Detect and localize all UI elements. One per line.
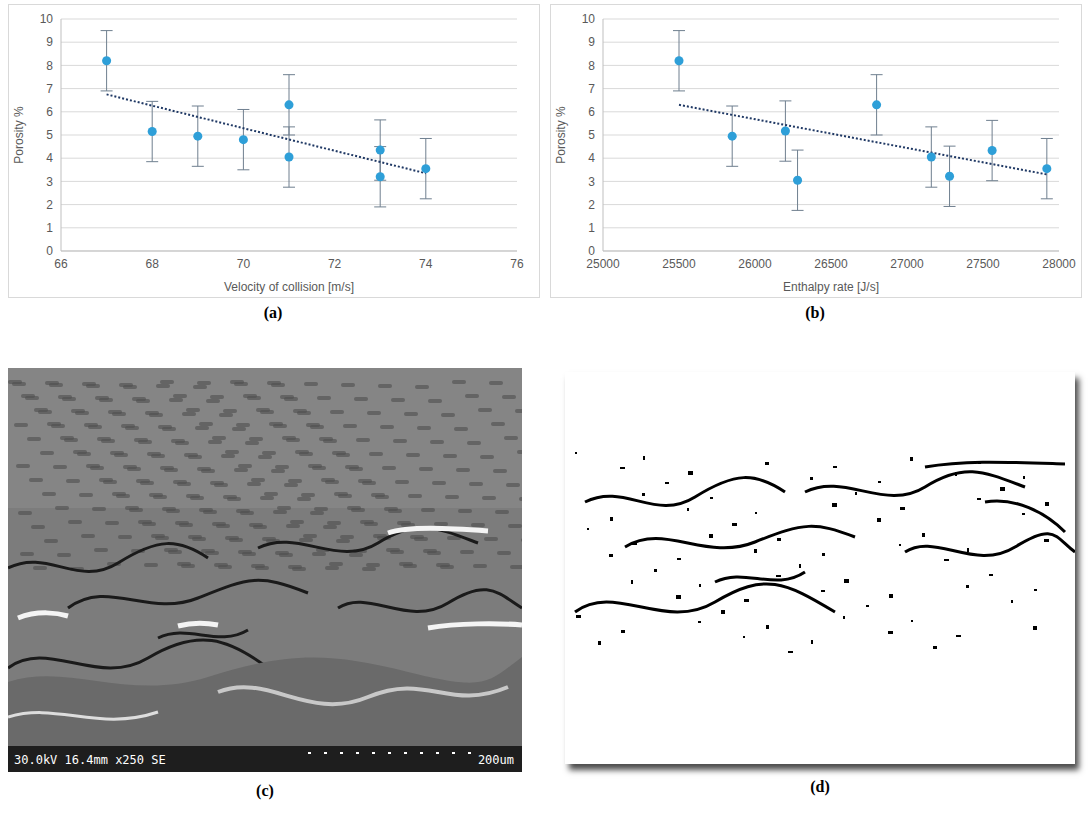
- svg-text:25000: 25000: [586, 257, 620, 271]
- svg-text:10: 10: [582, 12, 596, 26]
- svg-text:25500: 25500: [662, 257, 696, 271]
- svg-text:7: 7: [46, 82, 53, 96]
- svg-text:1: 1: [588, 221, 595, 235]
- svg-text:27000: 27000: [890, 257, 924, 271]
- svg-text:70: 70: [237, 257, 251, 271]
- svg-text:28000: 28000: [1042, 257, 1076, 271]
- svg-text:0: 0: [588, 244, 595, 258]
- html-text:(d): (d): [810, 778, 830, 795]
- svg-text:6: 6: [46, 105, 53, 119]
- svg-text:Porosity %: Porosity %: [12, 106, 26, 164]
- svg-text:5: 5: [46, 128, 53, 142]
- svg-text:3: 3: [46, 175, 53, 189]
- html-text:(a): (a): [263, 304, 283, 321]
- svg-text:9: 9: [588, 35, 595, 49]
- svg-text:8: 8: [46, 59, 53, 73]
- svg-text:74: 74: [419, 257, 433, 271]
- svg-text:2: 2: [588, 198, 595, 212]
- svg-text:66: 66: [54, 257, 68, 271]
- svg-text:Enthalpy rate [J/s]: Enthalpy rate [J/s]: [783, 280, 879, 294]
- svg-text:Velocity of collision [m/s]: Velocity of collision [m/s]: [224, 280, 354, 294]
- svg-text:1: 1: [46, 221, 53, 235]
- svg-text:Porosity %: Porosity %: [554, 106, 568, 164]
- svg-text:30.0kV 16.4mm x250 SE: 30.0kV 16.4mm x250 SE: [14, 753, 166, 767]
- svg-text:8: 8: [588, 59, 595, 73]
- svg-text:5: 5: [588, 128, 595, 142]
- svg-text:10: 10: [40, 12, 54, 26]
- svg-text:27500: 27500: [966, 257, 1000, 271]
- svg-text:26500: 26500: [814, 257, 848, 271]
- html-text:(c): (c): [256, 782, 274, 799]
- svg-text:4: 4: [588, 151, 595, 165]
- svg-text:2: 2: [46, 198, 53, 212]
- svg-text:68: 68: [146, 257, 160, 271]
- html-text:(b): (b): [805, 304, 825, 321]
- svg-text:3: 3: [588, 175, 595, 189]
- svg-text:7: 7: [588, 82, 595, 96]
- svg-text:0: 0: [46, 244, 53, 258]
- svg-text:4: 4: [46, 151, 53, 165]
- svg-text:9: 9: [46, 35, 53, 49]
- svg-text:6: 6: [588, 105, 595, 119]
- svg-text:26000: 26000: [738, 257, 772, 271]
- svg-text:200um: 200um: [478, 753, 514, 767]
- svg-text:76: 76: [510, 257, 524, 271]
- svg-text:72: 72: [328, 257, 342, 271]
